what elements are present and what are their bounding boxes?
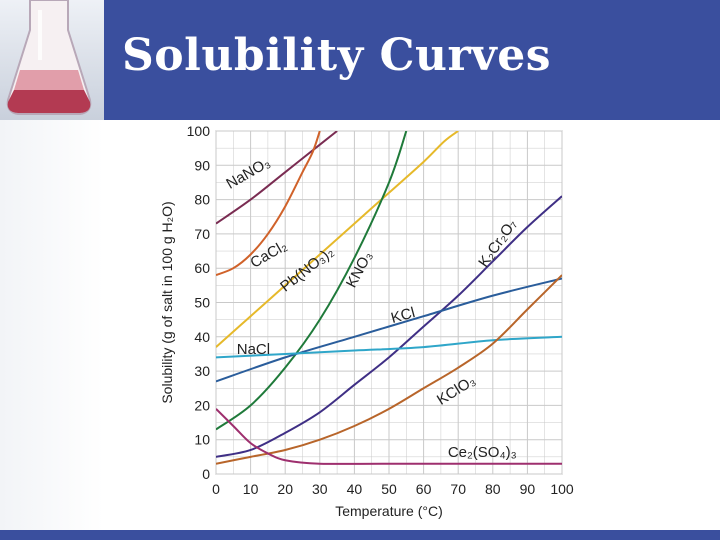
x-tick-label: 10 <box>243 481 259 497</box>
slide-title: Solubility Curves <box>122 30 551 81</box>
left-decor-strip <box>0 120 104 530</box>
x-tick-label: 60 <box>416 481 432 497</box>
x-tick-label: 80 <box>485 481 501 497</box>
y-tick-label: 30 <box>194 363 210 379</box>
x-axis-label: Temperature (°C) <box>335 503 443 519</box>
series-line-1 <box>216 131 321 276</box>
y-tick-label: 40 <box>194 329 210 345</box>
series-line-8 <box>216 408 562 465</box>
grid <box>215 130 563 475</box>
series-line-2 <box>216 131 459 348</box>
x-tick-label: 100 <box>550 481 574 497</box>
series-line-5 <box>216 277 562 383</box>
x-tick-labels: 0 10 20 30 40 50 60 70 80 90 100 <box>212 481 574 497</box>
series-line-4 <box>216 195 562 458</box>
y-axis-label: Solubility (g of salt in 100 g H₂O) <box>159 201 175 403</box>
y-tick-label: 100 <box>187 123 211 139</box>
y-tick-label: 80 <box>194 192 210 208</box>
curve-label: NaCl <box>237 341 270 358</box>
curve-label: Ce₂(SO₄)₃ <box>448 444 517 461</box>
y-tick-label: 70 <box>194 226 210 242</box>
x-tick-label: 20 <box>277 481 293 497</box>
flask-icon <box>6 0 92 115</box>
series-line-3 <box>216 131 408 431</box>
curve-label: KCl <box>389 304 417 327</box>
x-tick-label: 50 <box>381 481 397 497</box>
slide-header: Solubility Curves <box>0 0 720 120</box>
series-line-0 <box>216 131 338 225</box>
x-tick-label: 0 <box>212 481 220 497</box>
y-tick-label: 10 <box>194 432 210 448</box>
x-tick-label: 40 <box>347 481 363 497</box>
flask-image <box>0 0 104 120</box>
y-tick-label: 0 <box>202 466 210 482</box>
curves <box>216 131 562 465</box>
series-line-7 <box>216 274 562 465</box>
y-tick-labels: 0 10 20 30 40 50 60 70 80 90 100 <box>187 123 211 482</box>
x-tick-label: 90 <box>520 481 536 497</box>
footer-bar <box>0 530 720 540</box>
y-tick-label: 90 <box>194 157 210 173</box>
x-tick-label: 70 <box>450 481 466 497</box>
series-line-6 <box>216 335 562 359</box>
y-tick-label: 60 <box>194 260 210 276</box>
y-tick-label: 20 <box>194 397 210 413</box>
x-tick-label: 30 <box>312 481 328 497</box>
y-tick-label: 50 <box>194 295 210 311</box>
